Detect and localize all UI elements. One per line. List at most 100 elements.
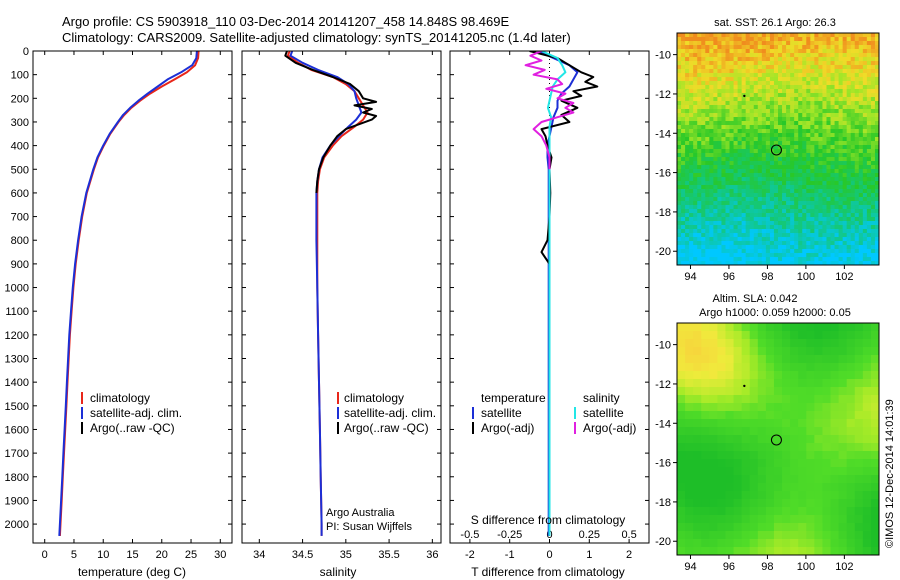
heatmap-cell [737,245,743,250]
heatmap-cell [685,113,690,118]
heatmap-cell [717,105,722,110]
heatmap-cell [842,125,848,130]
heatmap-cell [830,475,840,484]
heatmap-cell [693,229,698,234]
heatmap-cell [729,97,735,102]
heatmap-cell [709,57,714,62]
heatmap-cell [705,225,710,230]
heatmap-cell [677,491,686,500]
heatmap-cell [786,45,791,50]
heatmap-cell [866,145,872,150]
heatmap-cell [814,443,823,452]
heatmap-cell [729,85,735,90]
heatmap-cell [701,109,706,114]
heatmap-cell [826,189,832,194]
heatmap-cell [749,193,755,198]
heatmap-cell [794,237,799,242]
heatmap-cell [866,97,872,102]
heatmap-cell [689,141,694,146]
heatmap-cell [826,33,832,38]
heatmap-cell [838,483,848,492]
heatmap-cell [741,261,747,266]
heatmap-cell [806,253,811,258]
heatmap-cell [757,475,767,484]
heatmap-cell [838,221,844,226]
heatmap-cell [798,241,803,246]
heatmap-cell [790,403,799,412]
heatmap-cell [834,121,840,126]
heatmap-cell [757,363,767,372]
heatmap-cell [838,379,848,388]
heatmap-cell [834,65,840,70]
heatmap-cell [830,125,836,130]
heatmap-cell [874,225,880,230]
heatmap-cell [858,89,864,94]
heatmap-cell [701,177,706,182]
heatmap-cell [782,189,787,194]
heatmap-cell [737,261,743,266]
heatmap-cell [798,85,803,90]
heatmap-cell [778,161,783,166]
heatmap-cell [790,145,795,150]
heatmap-cell [733,81,739,86]
heatmap-cell [765,323,775,332]
heatmap-cell [778,49,783,54]
heatmap-cell [818,49,823,54]
heatmap-cell [705,65,710,70]
heatmap-cell [814,363,823,372]
heatmap-cell [874,85,880,90]
footer-timestamp: ©IMOS 12-Dec-2014 14:01:39 [884,399,896,548]
heatmap-cell [709,145,714,150]
heatmap-cell [822,177,827,182]
heatmap-cell [713,209,718,214]
heatmap-cell [741,531,751,540]
heatmap-cell [677,419,686,428]
heatmap-cell [850,209,856,214]
heatmap-cell [866,37,872,42]
heatmap-cell [757,403,767,412]
heatmap-cell [874,129,880,134]
heatmap-cell [765,89,771,94]
heatmap-cell [765,379,775,388]
heatmap-cell [802,73,807,78]
heatmap-cell [826,237,832,242]
heatmap-cell [834,201,840,206]
heatmap-cell [729,161,735,166]
heatmap-cell [870,77,876,82]
heatmap-cell [769,109,775,114]
heatmap-cell [713,97,718,102]
heatmap-cell [834,173,840,178]
heatmap-cell [838,427,848,436]
heatmap-cell [677,77,682,82]
heatmap-cell [717,149,722,154]
heatmap-cell [757,249,763,254]
heatmap-cell [705,61,710,66]
heatmap-cell [697,197,702,202]
heatmap-cell [802,129,807,134]
heatmap-cell [729,41,735,46]
heatmap-cell [701,355,710,364]
heatmap-cell [709,245,714,250]
heatmap-cell [826,89,832,94]
heatmap-cell [697,217,702,222]
heatmap-cell [778,113,783,118]
heatmap-cell [866,69,872,74]
heatmap-cell [721,37,726,42]
heatmap-cell [822,339,832,348]
heatmap-cell [757,499,767,508]
heatmap-cell [802,257,807,262]
heatmap-cell [854,45,860,50]
heatmap-cell [721,65,726,70]
heatmap-cell [677,193,682,198]
temperature-axis-ticks: 0 5 10 15 20 25 300100200300400500600700800900… [5,46,232,561]
heatmap-cell [769,209,775,214]
heatmap-cell [685,475,694,484]
heatmap-cell [749,33,755,38]
heatmap-cell [802,141,807,146]
heatmap-cell [838,371,848,380]
heatmap-cell [709,41,714,46]
heatmap-cell [834,221,840,226]
heatmap-cell [745,201,751,206]
heatmap-cell [834,161,840,166]
heatmap-cell [842,245,848,250]
